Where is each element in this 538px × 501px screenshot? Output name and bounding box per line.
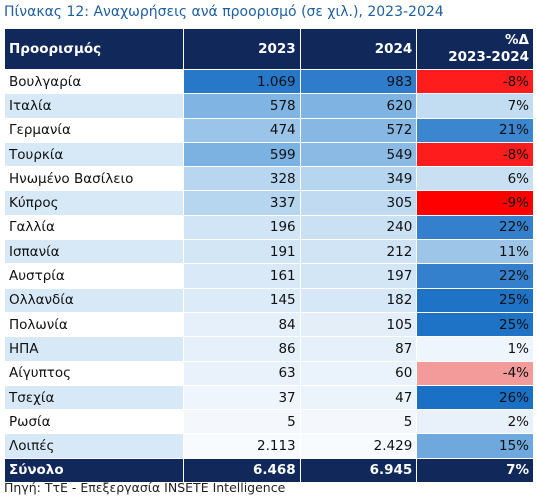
cell-pct-change: 11%	[417, 240, 533, 264]
cell-destination: Τουρκία	[5, 142, 183, 167]
cell-pct-change: 1%	[417, 337, 533, 361]
cell-2023: 191	[184, 240, 300, 264]
cell-2024: 2.429	[300, 434, 417, 458]
cell-2023: 328	[184, 167, 300, 191]
cell-pct-change: 25%	[417, 312, 533, 337]
table-row: Λοιπές 2.113 2.429 15%	[5, 434, 533, 458]
cell-destination: Ηνωμένο Βασίλειο	[5, 167, 183, 191]
cell-pct-change: -8%	[417, 70, 533, 94]
table-row: ΗΠΑ 86 87 1%	[5, 337, 533, 361]
header-destination: Προορισμός	[5, 29, 183, 69]
total-label: Σύνολο	[5, 458, 183, 482]
cell-2024: 105	[300, 312, 417, 337]
cell-pct-change: -9%	[417, 191, 533, 215]
cell-2023: 1.069	[184, 70, 300, 94]
cell-destination: Γαλλία	[5, 215, 183, 240]
cell-pct-change: 2%	[417, 410, 533, 434]
cell-2024: 240	[300, 215, 417, 240]
table-row: Αυστρία 161 197 22%	[5, 264, 533, 288]
table-row: Γερμανία 474 572 21%	[5, 118, 533, 142]
cell-2023: 474	[184, 118, 300, 142]
cell-2024: 182	[300, 288, 417, 312]
cell-destination: Ρωσία	[5, 410, 183, 434]
table-row: Ισπανία 191 212 11%	[5, 240, 533, 264]
cell-2024: 549	[300, 142, 417, 167]
cell-2023: 84	[184, 312, 300, 337]
cell-2024: 983	[300, 70, 417, 94]
total-2023: 6.468	[184, 458, 300, 482]
table-row: Γαλλία 196 240 22%	[5, 215, 533, 240]
cell-pct-change: 6%	[417, 167, 533, 191]
header-2024: 2024	[300, 29, 417, 69]
table-caption: Πίνακας 12: Αναχωρήσεις ανά προορισμό (σ…	[4, 4, 444, 20]
cell-destination: Κύπρος	[5, 191, 183, 215]
cell-pct-change: -4%	[417, 361, 533, 385]
cell-pct-change: -8%	[417, 142, 533, 167]
cell-destination: Τσεχία	[5, 385, 183, 410]
cell-pct-change: 26%	[417, 385, 533, 410]
cell-2024: 572	[300, 118, 417, 142]
cell-2023: 2.113	[184, 434, 300, 458]
cell-2023: 63	[184, 361, 300, 385]
cell-pct-change: 7%	[417, 94, 533, 118]
cell-pct-change: 15%	[417, 434, 533, 458]
table-row: Βουλγαρία 1.069 983 -8%	[5, 70, 533, 94]
cell-2023: 196	[184, 215, 300, 240]
cell-destination: Αίγυπτος	[5, 361, 183, 385]
cell-2023: 161	[184, 264, 300, 288]
cell-2023: 337	[184, 191, 300, 215]
cell-2024: 349	[300, 167, 417, 191]
total-pct: 7%	[417, 458, 533, 482]
table-row: Τσεχία 37 47 26%	[5, 385, 533, 410]
cell-2024: 197	[300, 264, 417, 288]
cell-pct-change: 22%	[417, 264, 533, 288]
cell-2023: 5	[184, 410, 300, 434]
header-pct-symbol: %Δ	[505, 32, 529, 48]
departures-table: Προορισμός 2023 2024 %Δ 2023-2024 Βουλγαρ…	[4, 28, 534, 483]
table-row: Πολωνία 84 105 25%	[5, 312, 533, 337]
total-row: Σύνολο 6.468 6.945 7%	[5, 458, 533, 482]
cell-destination: Πολωνία	[5, 312, 183, 337]
table-row: Τουρκία 599 549 -8%	[5, 142, 533, 167]
table-row: Ιταλία 578 620 7%	[5, 94, 533, 118]
table-row: Ηνωμένο Βασίλειο 328 349 6%	[5, 167, 533, 191]
cell-2023: 145	[184, 288, 300, 312]
cell-2024: 305	[300, 191, 417, 215]
cell-2023: 86	[184, 337, 300, 361]
cell-2024: 5	[300, 410, 417, 434]
cell-destination: Αυστρία	[5, 264, 183, 288]
cell-2023: 578	[184, 94, 300, 118]
cell-destination: Ιταλία	[5, 94, 183, 118]
header-2023: 2023	[184, 29, 300, 69]
cell-2024: 87	[300, 337, 417, 361]
header-pct-period: 2023-2024	[448, 49, 529, 65]
cell-destination: ΗΠΑ	[5, 337, 183, 361]
cell-2023: 37	[184, 385, 300, 410]
total-2024: 6.945	[300, 458, 417, 482]
table-row: Ολλανδία 145 182 25%	[5, 288, 533, 312]
table-row: Αίγυπτος 63 60 -4%	[5, 361, 533, 385]
header-row: Προορισμός 2023 2024 %Δ 2023-2024	[5, 29, 533, 69]
cell-2024: 60	[300, 361, 417, 385]
cell-destination: Γερμανία	[5, 118, 183, 142]
cell-destination: Ολλανδία	[5, 288, 183, 312]
cell-2023: 599	[184, 142, 300, 167]
cell-2024: 212	[300, 240, 417, 264]
cell-destination: Λοιπές	[5, 434, 183, 458]
table-row: Κύπρος 337 305 -9%	[5, 191, 533, 215]
cell-pct-change: 21%	[417, 118, 533, 142]
cell-2024: 47	[300, 385, 417, 410]
header-pct-change: %Δ 2023-2024	[417, 29, 533, 69]
cell-destination: Ισπανία	[5, 240, 183, 264]
table-row: Ρωσία 5 5 2%	[5, 410, 533, 434]
cell-2024: 620	[300, 94, 417, 118]
source-note: Πηγή: ΤτΕ - Επεξεργασία INSETE Intellige…	[4, 480, 286, 495]
cell-destination: Βουλγαρία	[5, 70, 183, 94]
cell-pct-change: 25%	[417, 288, 533, 312]
cell-pct-change: 22%	[417, 215, 533, 240]
